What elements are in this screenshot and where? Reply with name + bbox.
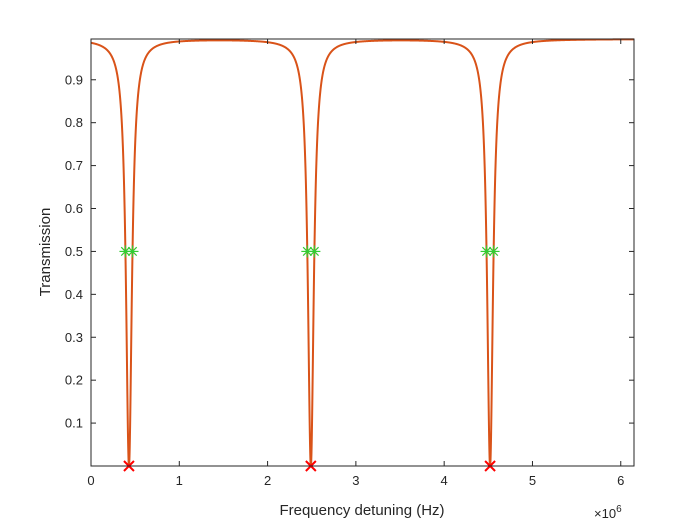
x-tick-label: 4 — [441, 473, 448, 488]
y-tick-label: 0.2 — [65, 373, 83, 388]
y-tick-label: 0.4 — [65, 287, 83, 302]
plot-area — [91, 39, 634, 466]
y-tick-label: 0.8 — [65, 115, 83, 130]
y-tick-label: 0.6 — [65, 201, 83, 216]
tick-layer: 0 1 2 3 4 5 6 0.1 0.2 0.3 0.4 0.5 0.6 0.7 0.8 0.9 — [65, 39, 634, 488]
x-tick-label: 0 — [87, 473, 94, 488]
y-tick-label: 0.9 — [65, 72, 83, 87]
x-tick-label: 3 — [352, 473, 359, 488]
y-tick-label: 0.1 — [65, 416, 83, 431]
half-max-marker-1 — [126, 245, 139, 258]
x-tick-label: 5 — [529, 473, 536, 488]
y-tick-label: 0.7 — [65, 158, 83, 173]
axes-layer — [90, 38, 635, 467]
marker-layer — [119, 245, 500, 472]
x-tick-label: 6 — [617, 473, 624, 488]
curve-layer — [90, 38, 635, 467]
half-max-marker-4 — [480, 245, 493, 258]
transmission-curve-0 — [90, 38, 635, 467]
x-exponent-label: ×106 — [594, 504, 622, 521]
y-tick-label: 0.5 — [65, 244, 83, 259]
x-tick-label: 1 — [176, 473, 183, 488]
axes-box — [90, 38, 635, 467]
half-max-marker-3 — [308, 245, 321, 258]
x-axis-label: Frequency detuning (Hz) — [279, 502, 444, 519]
half-max-marker-5 — [487, 245, 500, 258]
x-tick-label: 2 — [264, 473, 271, 488]
y-axis-label: Transmission — [37, 208, 54, 297]
y-tick-label: 0.3 — [65, 330, 83, 345]
